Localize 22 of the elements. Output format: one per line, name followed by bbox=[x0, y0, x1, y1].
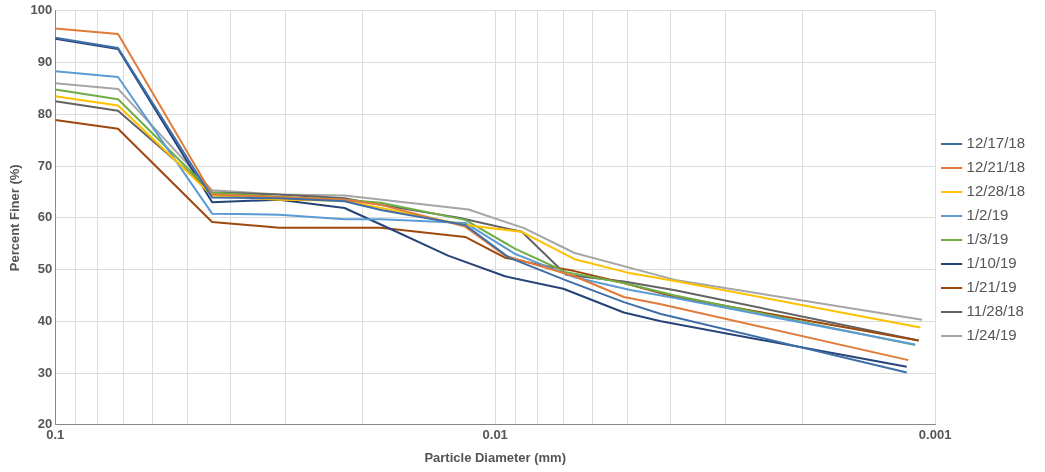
y-axis-title: Percent Finer (%) bbox=[7, 164, 23, 272]
legend-label: 1/21/19 bbox=[966, 278, 1017, 296]
y-tick-label: 70 bbox=[37, 157, 53, 173]
legend-label: 12/28/18 bbox=[966, 182, 1025, 200]
y-tick-label: 60 bbox=[37, 209, 53, 225]
legend-label: 12/17/18 bbox=[966, 134, 1025, 152]
y-tick-label: 50 bbox=[37, 261, 53, 277]
y-tick-label: 90 bbox=[37, 54, 53, 70]
legend-label: 1/2/19 bbox=[966, 206, 1009, 224]
legend-label: 12/21/18 bbox=[966, 158, 1025, 176]
y-tick-label: 40 bbox=[37, 312, 53, 328]
y-tick-label: 30 bbox=[37, 364, 53, 380]
legend-label: 11/28/18 bbox=[966, 302, 1024, 320]
legend-label: 1/24/19 bbox=[966, 326, 1017, 344]
x-axis-title: Particle Diameter (mm) bbox=[424, 449, 567, 465]
legend-label: 1/10/19 bbox=[966, 254, 1017, 272]
legend-label: 1/3/19 bbox=[966, 230, 1009, 248]
x-tick-label: 0.1 bbox=[46, 427, 65, 443]
x-tick-label: 0.001 bbox=[918, 427, 952, 443]
x-tick-label: 0.01 bbox=[482, 427, 508, 443]
y-tick-label: 80 bbox=[37, 105, 53, 121]
y-tick-label: 100 bbox=[30, 2, 53, 18]
